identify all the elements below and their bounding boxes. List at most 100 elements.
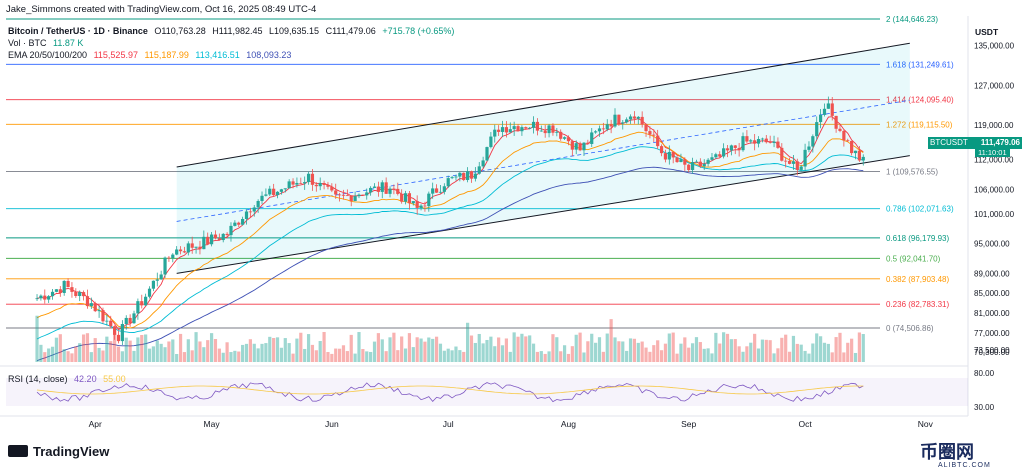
- candle-body: [531, 121, 536, 128]
- candle-body: [613, 114, 617, 127]
- volume-bar: [776, 348, 780, 362]
- candle-body: [128, 317, 132, 324]
- candle-body: [140, 301, 144, 306]
- fib-level-label: 1.414 (124,095.40): [886, 96, 954, 105]
- tradingview-logo[interactable]: TradingView: [8, 444, 109, 459]
- candle-body: [369, 187, 373, 193]
- candle-body: [213, 234, 218, 239]
- candle-body: [423, 205, 427, 207]
- volume-bar: [101, 350, 105, 362]
- volume-bar: [167, 341, 171, 362]
- y-tick-label: 95,000.00: [974, 240, 1010, 249]
- x-tick-label: Aug: [561, 419, 576, 429]
- symbol-header: Bitcoin / TetherUS · 1D · Binance O110,7…: [8, 26, 458, 36]
- candle-body: [163, 257, 167, 275]
- volume-bar: [625, 350, 629, 362]
- volume-bar: [687, 347, 691, 362]
- candle-body: [733, 145, 737, 148]
- volume-bar: [427, 337, 431, 362]
- volume-bar: [62, 349, 66, 362]
- volume-bar: [140, 334, 144, 362]
- x-tick-label: Jul: [443, 419, 454, 429]
- candle-body: [768, 142, 772, 144]
- candle-body: [640, 116, 644, 125]
- candle-body: [419, 205, 423, 208]
- ema-line: [36, 166, 864, 362]
- rsi-ma-value: 55.00: [103, 374, 126, 384]
- candle-body: [784, 160, 788, 162]
- ohlc-close: C111,479.06: [325, 26, 376, 36]
- candle-body: [225, 233, 229, 236]
- candle-body: [442, 186, 446, 192]
- candle-body: [718, 154, 722, 157]
- candle-body: [446, 178, 450, 187]
- volume-label[interactable]: Vol · BTC: [8, 38, 47, 48]
- candle-body: [729, 145, 733, 151]
- candle-body: [826, 103, 830, 109]
- ema50-value: 115,187.99: [144, 50, 189, 60]
- ema-lines: [36, 116, 864, 362]
- volume-bar: [830, 352, 834, 362]
- volume-bar: [287, 343, 291, 362]
- volume-bar: [500, 345, 505, 362]
- x-tick-label: Apr: [89, 419, 102, 429]
- candle-body: [621, 122, 625, 124]
- volume-bar: [419, 338, 423, 362]
- candle-body: [330, 186, 334, 191]
- volume-bar: [485, 339, 489, 362]
- x-tick-label: Nov: [918, 419, 934, 429]
- author-caption: Jake_Simmons created with TradingView.co…: [6, 4, 317, 15]
- candle-body: [400, 193, 404, 202]
- volume-bar: [753, 333, 757, 362]
- candle-body: [469, 171, 474, 179]
- volume-bar: [178, 333, 183, 362]
- volume-bar: [35, 315, 39, 362]
- volume-bar: [190, 350, 194, 362]
- volume-bar: [434, 336, 439, 362]
- volume-bar: [512, 332, 516, 362]
- volume-bar: [710, 353, 714, 362]
- fib-level-label: 1 (109,576.55): [886, 168, 938, 177]
- symbol-title[interactable]: Bitcoin / TetherUS · 1D · Binance: [8, 26, 148, 36]
- candle-body: [780, 147, 784, 161]
- rsi-label[interactable]: RSI (14, close): [8, 374, 68, 384]
- candle-body: [764, 138, 768, 143]
- ema-line: [36, 146, 864, 340]
- volume-bar: [547, 351, 551, 362]
- ema-header: EMA 20/50/100/200 115,525.97 115,187.99 …: [8, 50, 295, 60]
- candle-body: [559, 131, 563, 139]
- volume-bar: [78, 343, 82, 362]
- volume-bar: [799, 344, 803, 362]
- volume-bar: [322, 331, 326, 362]
- candle-body: [322, 183, 326, 186]
- volume-bar: [648, 351, 652, 362]
- volume-bar: [516, 336, 520, 362]
- candle-body: [846, 140, 850, 142]
- candle-body: [722, 148, 726, 157]
- volume-bar: [81, 334, 86, 362]
- volume-bar: [784, 334, 788, 362]
- volume-bar: [528, 335, 532, 362]
- volume-bar: [155, 340, 159, 362]
- volume-bar: [213, 339, 218, 362]
- candle-body: [625, 119, 629, 123]
- x-tick-label: Jun: [325, 419, 339, 429]
- candle-body: [497, 129, 501, 132]
- ema-label[interactable]: EMA 20/50/100/200: [8, 50, 88, 60]
- candle-body: [272, 188, 276, 196]
- candle-body: [861, 156, 865, 161]
- x-tick-label: May: [204, 419, 221, 429]
- candle-body: [710, 157, 714, 160]
- candle-body: [853, 150, 858, 154]
- volume-bar: [663, 343, 668, 362]
- candle-body: [396, 188, 400, 194]
- volume-bar: [380, 339, 384, 362]
- ohlc-open: O110,763.28: [154, 26, 206, 36]
- candle-body: [35, 298, 39, 300]
- volume-bar: [206, 340, 210, 362]
- candle-body: [434, 188, 439, 193]
- ohlc-high: H111,982.45: [212, 26, 263, 36]
- candle-body: [617, 114, 621, 124]
- volume-bar: [97, 347, 101, 362]
